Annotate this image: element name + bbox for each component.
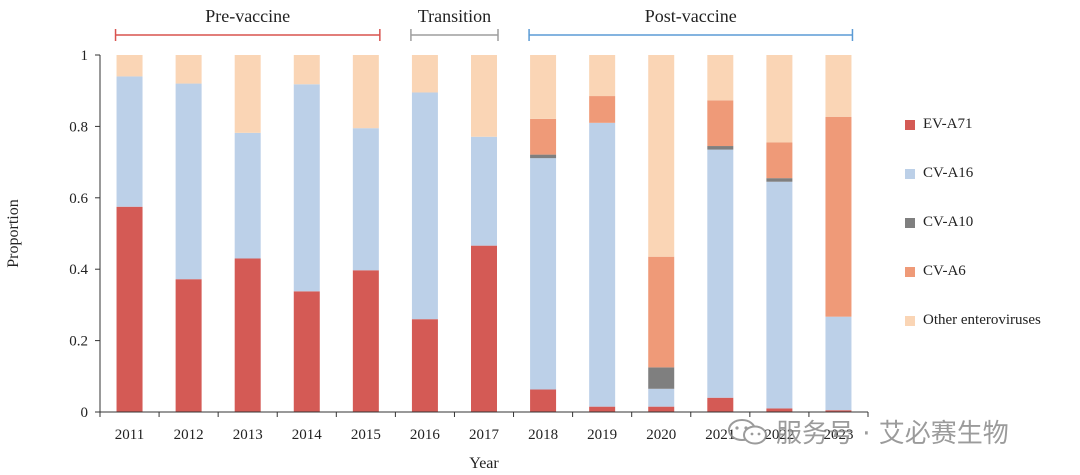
x-tick-label: 2014: [292, 427, 323, 443]
bar-segment: [116, 76, 143, 207]
y-tick-label: 1: [81, 48, 89, 64]
bar-segment: [648, 55, 675, 257]
legend-item: CV-A10: [905, 198, 1080, 247]
bar-segment: [707, 146, 734, 150]
bar-segment: [707, 55, 734, 101]
bar-segment: [471, 245, 497, 412]
legend-label: CV-A6: [923, 263, 966, 279]
bar-segment: [175, 279, 202, 412]
bar-segment: [589, 122, 616, 407]
bar-segment: [589, 96, 616, 123]
bar-segment: [825, 116, 852, 317]
x-tick-label: 2020: [646, 427, 676, 443]
legend-item: CV-A16: [905, 149, 1080, 198]
bar-segment: [530, 389, 557, 412]
bar-segment: [116, 55, 143, 77]
wechat-icon: [728, 418, 767, 444]
x-tick-label: 2023: [823, 427, 853, 443]
bar-segment: [411, 92, 438, 320]
legend-swatch: [905, 168, 915, 179]
bar-segment: [471, 136, 497, 246]
x-tick-label: 2017: [469, 427, 500, 443]
bar-segment: [352, 128, 379, 271]
bar-segment: [825, 55, 852, 117]
watermark-text: 服务号 · 艾必赛生物: [776, 419, 1009, 449]
y-tick-label: 0: [81, 405, 89, 421]
bar-segment: [707, 397, 734, 412]
x-tick-label: 2011: [115, 427, 144, 443]
bar-segment: [530, 154, 557, 159]
bar-segment: [530, 55, 557, 119]
bar-segment: [352, 55, 379, 129]
bar-segment: [471, 55, 497, 137]
legend: EV-A71 CV-A16 CV-A10 CV-A6 Other enterovirus…: [905, 100, 1080, 345]
x-axis-title: Year: [469, 455, 499, 472]
bar-segment: [766, 142, 793, 179]
x-tick-label: 2018: [528, 427, 558, 443]
bar-segment: [648, 367, 675, 389]
legend-label: CV-A10: [923, 214, 974, 230]
bar-segment: [766, 178, 793, 182]
x-tick-label: 2021: [705, 427, 735, 443]
bar-segment: [175, 83, 202, 280]
bar-segment: [648, 388, 675, 407]
period-brackets: Pre-vaccine Transition Post-vaccine: [114, 6, 854, 41]
bar-segment: [766, 55, 793, 143]
x-tick-label: 2013: [233, 427, 263, 443]
x-tick-label: 2015: [351, 427, 381, 443]
bar-segment: [352, 270, 379, 412]
legend-label: Other enteroviruses: [923, 312, 1041, 328]
bar-segment: [589, 406, 616, 412]
bar-segment: [589, 55, 616, 97]
bar-segment: [707, 100, 734, 147]
legend-swatch: [905, 119, 915, 130]
bar-segment: [766, 181, 793, 409]
bar-segment: [825, 410, 852, 412]
period-label: Transition: [418, 6, 491, 26]
x-tick-label: 2016: [410, 427, 441, 443]
y-tick-label: 0.8: [69, 119, 88, 135]
y-tick-label: 0.2: [69, 334, 88, 350]
bar-segment: [234, 55, 261, 133]
bar-segment: [411, 55, 438, 93]
bar-segment: [766, 408, 793, 412]
legend-swatch: [905, 266, 915, 277]
bar-segment: [530, 158, 557, 390]
period-label: Pre-vaccine: [205, 6, 290, 26]
bar-segment: [293, 55, 320, 85]
period-label: Post-vaccine: [645, 6, 737, 26]
x-tick-label: 2019: [587, 427, 617, 443]
legend-item: CV-A6: [905, 247, 1080, 296]
y-axis-title: Proportion: [5, 199, 22, 267]
bar-segment: [825, 316, 852, 411]
bar-segment: [648, 256, 675, 368]
legend-label: EV-A71: [923, 116, 973, 132]
watermark: 服务号 · 艾必赛生物: [726, 413, 1009, 450]
bars: [116, 55, 852, 412]
bar-segment: [648, 406, 675, 412]
bar-segment: [530, 118, 557, 155]
y-tick-label: 0.6: [69, 191, 88, 207]
legend-swatch: [905, 315, 915, 326]
bar-segment: [175, 55, 202, 84]
x-axis: 2011 2012 2013 2014 2015 2016 2017 2018 2019 2020…: [99, 411, 869, 472]
y-tick-label: 0.4: [69, 262, 88, 278]
legend-item: EV-A71: [905, 100, 1080, 149]
bar-segment: [234, 132, 261, 259]
bar-segment: [293, 84, 320, 292]
legend-label: CV-A16: [923, 165, 974, 181]
bar-segment: [707, 149, 734, 398]
legend-item: Other enteroviruses: [905, 296, 1080, 345]
legend-swatch: [905, 217, 915, 228]
bar-segment: [411, 319, 438, 412]
bar-segment: [293, 291, 320, 412]
bar-segment: [116, 206, 143, 412]
x-tick-label: 2012: [174, 427, 204, 443]
x-tick-label: 2022: [764, 427, 794, 443]
bar-segment: [234, 258, 261, 412]
y-axis: 0 0.2 0.4 0.6 0.8 1 Proportion: [5, 48, 101, 421]
